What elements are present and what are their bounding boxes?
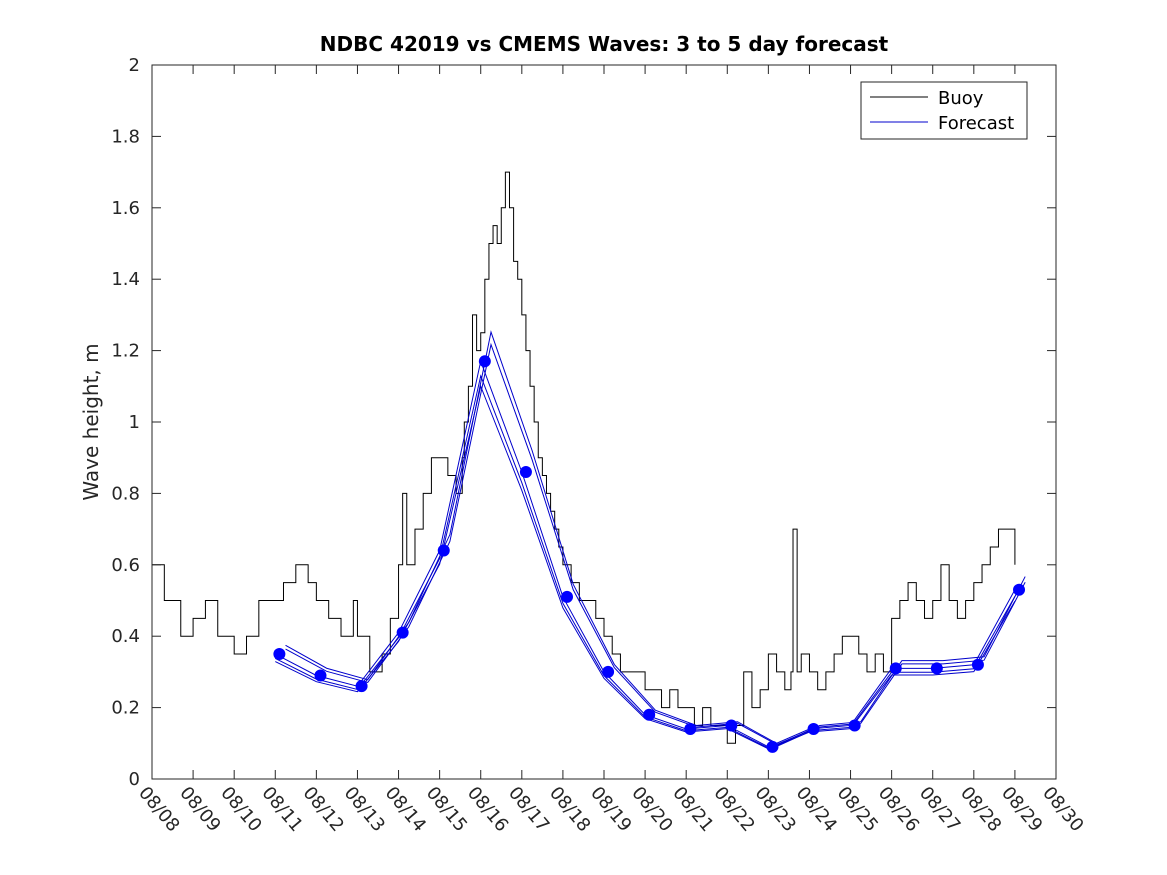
x-tick-label: 08/25 <box>833 783 882 836</box>
forecast-marker <box>766 740 779 753</box>
legend: Buoy Forecast <box>860 81 1028 140</box>
forecast-series-line <box>275 374 1016 749</box>
x-tick-label: 08/29 <box>997 783 1046 836</box>
y-tick-label: 1 <box>129 412 140 433</box>
y-tick-label: 1.4 <box>111 269 140 290</box>
forecast-series-line <box>275 384 1016 750</box>
x-tick-label: 08/27 <box>915 783 964 836</box>
forecast-marker <box>602 665 615 678</box>
x-tick-label: 08/23 <box>751 783 800 836</box>
x-tick-label: 08/21 <box>668 783 717 836</box>
legend-box <box>860 81 1028 140</box>
y-tick-label: 1.6 <box>111 198 140 219</box>
forecast-marker <box>396 626 409 639</box>
forecast-marker <box>314 669 327 682</box>
x-tick-label: 08/24 <box>792 783 841 836</box>
forecast-marker <box>807 723 820 736</box>
forecast-marker <box>478 355 491 368</box>
forecast-series-line <box>285 330 1026 746</box>
x-tick-label: 08/08 <box>134 783 183 836</box>
x-tick-label: 08/09 <box>175 783 224 836</box>
x-tick-label: 08/28 <box>956 783 1005 836</box>
forecast-series-line <box>285 342 1026 747</box>
x-tick-label: 08/17 <box>504 783 553 836</box>
x-tick-label: 08/14 <box>381 783 430 836</box>
y-tick-label: 1.2 <box>111 341 140 362</box>
x-tick-label: 08/18 <box>545 783 594 836</box>
y-tick-label: 0 <box>129 769 140 790</box>
x-tick-label: 08/15 <box>422 783 471 836</box>
forecast-marker <box>355 680 368 693</box>
forecast-marker <box>519 465 532 478</box>
x-tick-label: 08/13 <box>340 783 389 836</box>
y-tick-label: 0.2 <box>111 698 140 719</box>
chart-title: NDBC 42019 vs CMEMS Waves: 3 to 5 day fo… <box>320 32 889 56</box>
forecast-marker <box>437 544 450 557</box>
legend-forecast-label: Forecast <box>938 113 1014 134</box>
y-tick-label: 0.4 <box>111 626 140 647</box>
x-tick-label: 08/26 <box>874 783 923 836</box>
y-tick-label: 0.6 <box>111 555 140 576</box>
forecast-marker <box>889 662 902 675</box>
y-tick-label: 2 <box>129 55 140 76</box>
forecast-marker <box>1013 583 1026 596</box>
x-tick-label: 08/16 <box>463 783 512 836</box>
y-tick-label: 0.8 <box>111 483 140 504</box>
forecast-marker <box>643 708 656 721</box>
forecast-marker <box>684 723 697 736</box>
y-axis-label: Wave height, m <box>79 343 103 500</box>
x-tick-label: 08/12 <box>299 783 348 836</box>
x-tick-label: 08/30 <box>1038 783 1087 836</box>
x-tick-label: 08/20 <box>627 783 676 836</box>
forecast-marker <box>848 719 861 732</box>
forecast-marker <box>930 662 943 675</box>
x-tick-label: 08/10 <box>216 783 265 836</box>
forecast-marker <box>273 648 286 661</box>
y-tick-label: 1.8 <box>111 126 140 147</box>
forecast-marker <box>561 590 574 603</box>
x-tick-label: 08/11 <box>257 783 306 836</box>
forecast-marker <box>971 658 984 671</box>
legend-buoy-label: Buoy <box>938 88 984 109</box>
x-tick-label: 08/19 <box>586 783 635 836</box>
forecast-marker <box>725 719 738 732</box>
x-tick-label: 08/22 <box>709 783 758 836</box>
